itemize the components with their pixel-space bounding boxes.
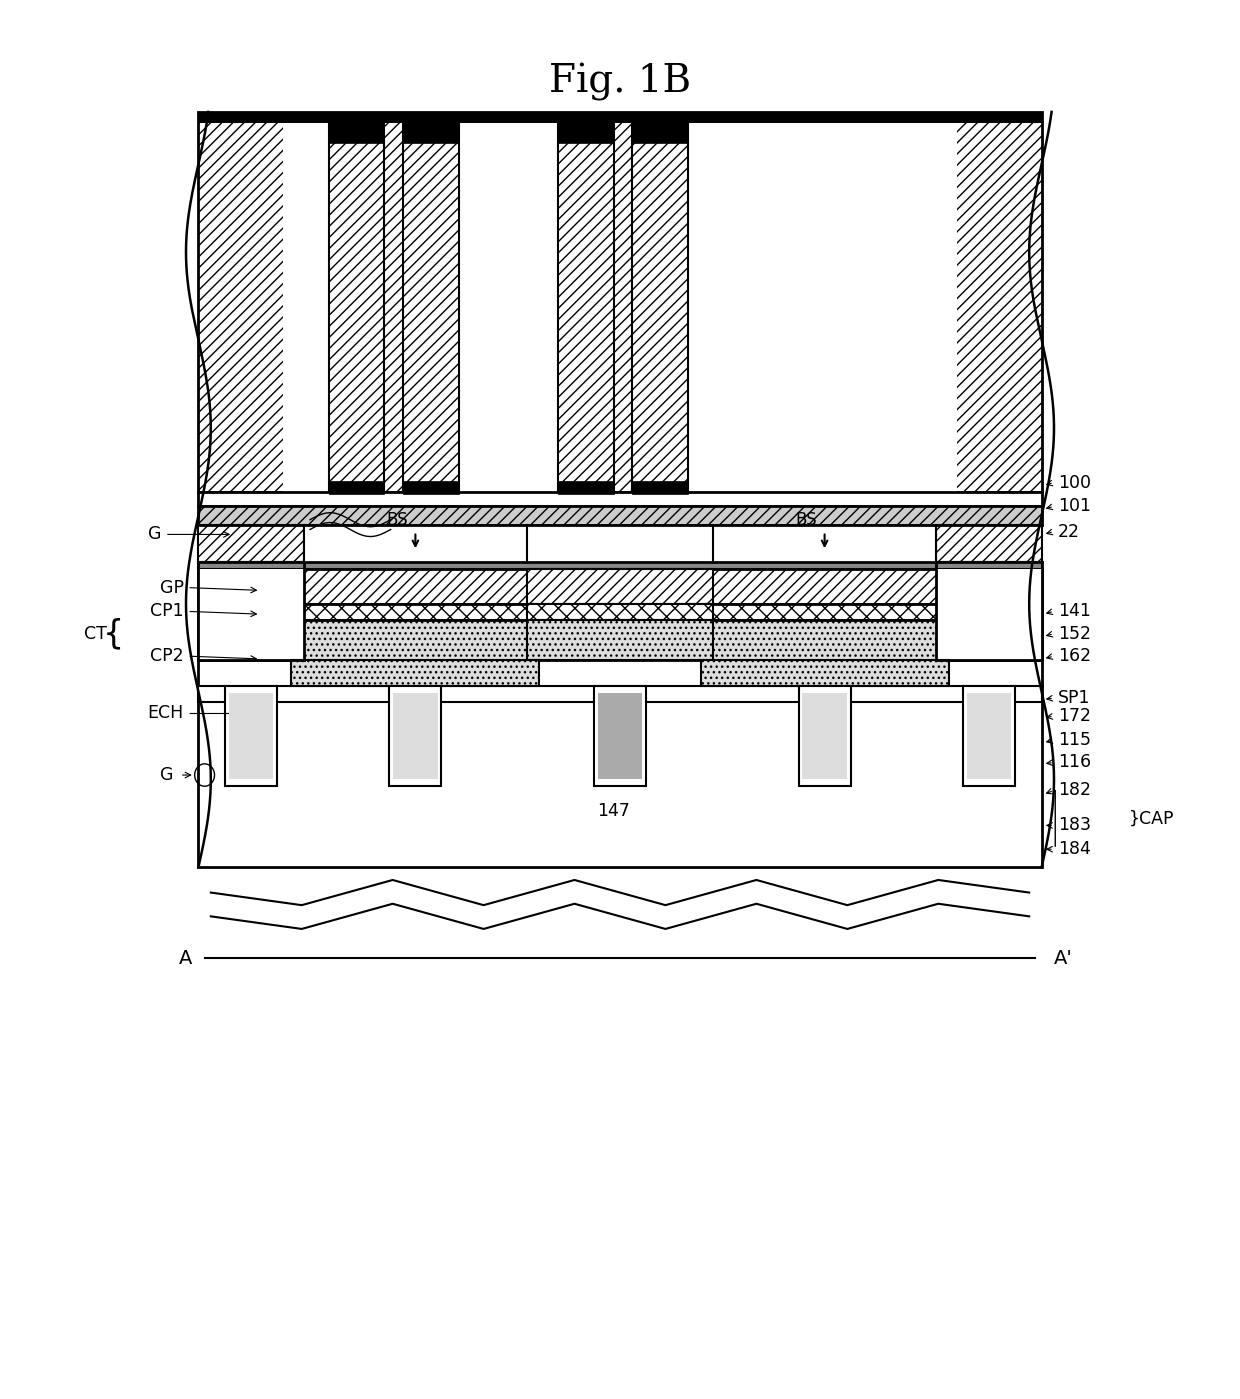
Text: 22: 22: [241, 727, 262, 744]
Text: 172: 172: [1058, 708, 1091, 725]
Bar: [527, 604, 713, 620]
Bar: [291, 660, 539, 686]
Bar: [198, 604, 304, 620]
Text: SP1: SP1: [1058, 690, 1090, 706]
Text: 184: 184: [1058, 841, 1091, 858]
Text: CT: CT: [84, 625, 107, 642]
Text: G: G: [160, 767, 174, 783]
Text: A': A': [1054, 949, 1073, 968]
Bar: [283, 123, 329, 492]
Text: BS: BS: [795, 511, 817, 529]
Text: 162: 162: [1058, 648, 1091, 665]
Text: 116: 116: [1058, 754, 1091, 771]
Bar: [713, 525, 936, 562]
Bar: [304, 525, 527, 562]
Bar: [594, 686, 646, 786]
Text: 22: 22: [813, 727, 836, 744]
Bar: [198, 620, 1042, 660]
Text: 22: 22: [978, 727, 999, 744]
Text: Fig. 1B: Fig. 1B: [549, 63, 691, 101]
Bar: [198, 492, 1042, 506]
Bar: [198, 569, 1042, 604]
Bar: [936, 620, 1042, 660]
Bar: [936, 569, 1042, 604]
Bar: [632, 123, 688, 143]
Bar: [198, 562, 1042, 569]
Bar: [527, 525, 713, 562]
Text: A: A: [179, 949, 192, 968]
Bar: [799, 686, 851, 786]
Text: 183: 183: [1058, 817, 1091, 834]
Bar: [329, 481, 384, 494]
Text: 22: 22: [1058, 523, 1080, 540]
Text: 22: 22: [404, 727, 427, 744]
Bar: [403, 481, 459, 494]
Bar: [936, 604, 1042, 620]
Bar: [558, 123, 614, 492]
Bar: [558, 481, 614, 494]
Text: 21: 21: [609, 727, 631, 744]
Bar: [226, 686, 277, 786]
Text: 152: 152: [1058, 625, 1091, 642]
Bar: [403, 123, 459, 492]
Bar: [962, 686, 1014, 786]
Text: G: G: [148, 526, 161, 543]
Bar: [198, 686, 1042, 867]
Bar: [389, 686, 441, 786]
Text: CP2: CP2: [150, 648, 184, 665]
Bar: [403, 123, 459, 143]
Text: 101: 101: [1058, 498, 1091, 515]
Text: 115: 115: [1058, 732, 1091, 748]
Bar: [198, 686, 1042, 702]
Bar: [527, 620, 713, 660]
Bar: [688, 123, 957, 492]
Bar: [558, 123, 614, 143]
Text: 147: 147: [598, 803, 630, 820]
Bar: [632, 481, 688, 494]
Bar: [967, 693, 1012, 779]
Text: 100: 100: [1058, 474, 1091, 491]
Bar: [936, 525, 1042, 562]
Bar: [198, 525, 304, 562]
Bar: [198, 112, 1042, 123]
Bar: [198, 506, 1042, 525]
Bar: [329, 123, 384, 492]
Bar: [198, 569, 304, 604]
Bar: [527, 569, 713, 604]
Bar: [198, 660, 1042, 686]
Bar: [459, 123, 558, 492]
Text: BS: BS: [386, 511, 408, 529]
Bar: [198, 604, 1042, 620]
Text: {: {: [103, 617, 124, 651]
Text: }CAP: }CAP: [1128, 810, 1174, 827]
Bar: [229, 693, 273, 779]
Bar: [632, 123, 688, 492]
Bar: [393, 693, 438, 779]
Bar: [701, 660, 949, 686]
Text: ECH: ECH: [148, 705, 184, 722]
Bar: [198, 620, 304, 660]
Bar: [329, 123, 384, 143]
Text: GP: GP: [160, 579, 184, 596]
Text: 141: 141: [1058, 603, 1091, 620]
Bar: [802, 693, 847, 779]
Text: CP1: CP1: [150, 603, 184, 620]
Bar: [198, 112, 1042, 492]
Text: 182: 182: [1058, 782, 1091, 799]
Bar: [598, 693, 642, 779]
